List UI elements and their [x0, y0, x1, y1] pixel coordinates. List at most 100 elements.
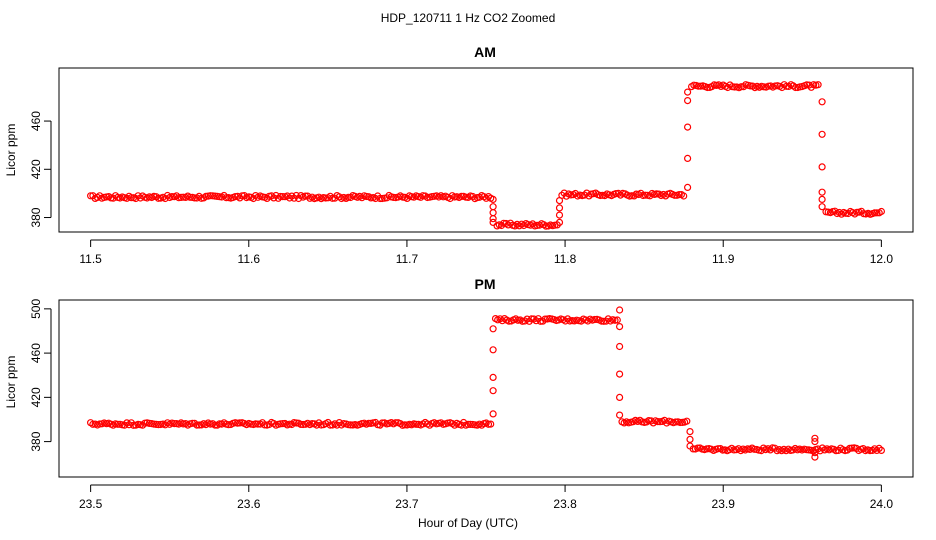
- am-data-point: [304, 192, 312, 200]
- am-transition-point: [818, 195, 826, 203]
- pm-y-axis-label: Licor ppm: [4, 356, 18, 409]
- am-data-point: [739, 83, 748, 91]
- am-data-point: [179, 193, 187, 201]
- pm-data-point: [577, 317, 585, 325]
- pm-transition-point: [615, 342, 624, 351]
- am-data-point: [376, 194, 384, 203]
- am-transition-point: [818, 188, 826, 196]
- pm-data-point: [766, 446, 774, 454]
- am-data-point: [596, 191, 604, 200]
- pm-data-point: [541, 315, 549, 323]
- am-data-point: [877, 207, 886, 216]
- am-data-point: [279, 193, 287, 201]
- pm-plot-frame: [58, 299, 914, 478]
- am-data-point: [641, 191, 649, 199]
- am-transition-point: [683, 183, 692, 191]
- pm-data-point: [877, 446, 886, 454]
- am-data-point: [791, 83, 800, 92]
- pm-transition-point: [489, 373, 497, 381]
- am-transition-point: [489, 203, 497, 211]
- am-data-point: [652, 190, 661, 198]
- am-data-point: [136, 194, 144, 202]
- pm-data-point: [365, 419, 373, 427]
- pm-data-point: [193, 421, 201, 429]
- am-data-point: [542, 222, 550, 230]
- am-x-tick-label: 11.9: [712, 252, 735, 266]
- am-data-point: [276, 192, 285, 201]
- am-data-point: [163, 191, 172, 200]
- pm-transition-point: [489, 346, 497, 354]
- am-transition-point: [683, 96, 692, 105]
- pm-transition-point: [811, 449, 819, 457]
- am-data-point: [844, 209, 852, 218]
- am-transition-point: [555, 211, 564, 219]
- am-data-point: [533, 221, 541, 229]
- pm-data-point: [297, 420, 305, 428]
- pm-data-point: [613, 316, 621, 324]
- am-data-point: [612, 190, 620, 198]
- pm-data-point: [647, 417, 655, 425]
- am-data-point: [764, 82, 773, 90]
- pm-data-point: [254, 420, 262, 428]
- pm-data-point: [125, 421, 133, 429]
- am-data-point: [831, 207, 839, 215]
- am-data-point: [520, 221, 528, 230]
- am-data-point: [127, 194, 135, 202]
- am-data-point: [671, 191, 679, 199]
- pm-panel-title: PM: [475, 276, 496, 292]
- pm-data-point: [279, 420, 287, 428]
- am-data-point: [286, 194, 294, 202]
- am-transition-point: [489, 195, 497, 203]
- pm-data-point: [487, 420, 495, 428]
- pm-panel: PM Licor ppm 23.5 23.6 23.7 23.8 23.9 24.0 38…: [4, 276, 914, 511]
- am-data-point: [562, 192, 571, 200]
- pm-data-point: [750, 445, 759, 453]
- pm-data-point: [195, 421, 203, 429]
- pm-transition-point: [615, 411, 624, 419]
- pm-data-point: [591, 315, 599, 324]
- pm-y-tick-label: 460: [29, 343, 43, 363]
- am-data-point: [675, 191, 683, 199]
- am-y-axis: 380 420 460: [29, 111, 52, 228]
- am-data-point: [637, 189, 645, 197]
- pm-data-point: [730, 446, 738, 454]
- pm-transition-point: [489, 387, 497, 395]
- pm-transition-point: [489, 410, 497, 418]
- am-data-point: [322, 194, 330, 202]
- pm-data-point: [676, 418, 684, 427]
- pm-y-tick-label: 500: [29, 299, 43, 319]
- pm-data-point: [466, 420, 474, 428]
- pm-data-point: [378, 419, 386, 427]
- pm-data-point: [532, 317, 540, 325]
- am-data-point: [362, 192, 370, 201]
- am-data-point: [186, 193, 194, 201]
- pm-data-point: [464, 420, 472, 428]
- am-transition-point: [683, 154, 692, 162]
- pm-data-point: [211, 421, 219, 429]
- pm-data-point: [326, 421, 334, 429]
- am-data-point: [853, 208, 861, 216]
- am-data-point: [154, 194, 162, 202]
- pm-data-point: [683, 417, 691, 425]
- am-data-point: [737, 83, 745, 91]
- pm-x-tick-label: 23.8: [553, 497, 577, 511]
- am-data-point: [500, 219, 508, 227]
- pm-transition-point: [615, 370, 624, 378]
- am-transition-point: [818, 203, 826, 211]
- am-data-point: [873, 209, 881, 217]
- am-data-point: [646, 192, 654, 200]
- am-data-point: [680, 192, 688, 200]
- pm-data-point: [848, 444, 856, 452]
- pm-data-point: [564, 315, 572, 323]
- pm-transition-point: [615, 393, 624, 401]
- pm-data-point: [802, 446, 811, 454]
- am-data-point: [267, 192, 276, 200]
- pm-data-point: [224, 421, 233, 429]
- am-data-point: [782, 82, 791, 90]
- pm-data-point: [834, 446, 842, 454]
- am-scatter-points: [86, 81, 886, 230]
- pm-transition-point: [615, 306, 624, 314]
- pm-data-point: [527, 315, 536, 323]
- pm-x-tick-label: 23.6: [237, 497, 261, 511]
- pm-data-point: [236, 419, 244, 427]
